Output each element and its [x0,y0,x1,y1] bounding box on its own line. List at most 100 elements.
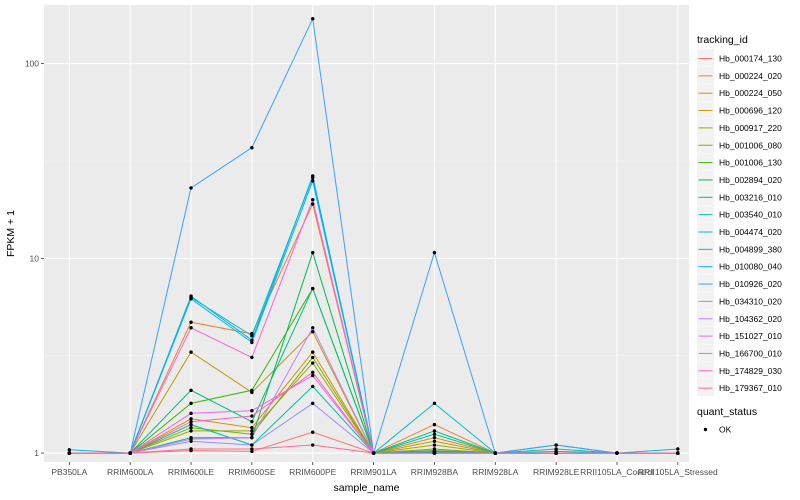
data-point [676,451,680,455]
data-point [432,250,437,255]
data-point [67,448,72,452]
legend-key [697,326,714,344]
legend-title: tracking_id [697,34,748,46]
legend-key [697,378,714,396]
data-point [189,320,193,324]
data-point [189,186,193,190]
data-point [432,443,437,447]
x-tick-label: RRII105LA_Control [580,467,654,477]
data-points [67,17,680,455]
data-point [189,417,193,421]
legend: tracking_id Hb_000174_130 Hb_000224_020 Hb… [697,34,782,438]
legend-key [697,344,714,362]
data-point [250,443,254,447]
x-tick-label: RRIM928LA [472,467,519,477]
y-axis-title: FPKM + 1 [5,210,17,257]
data-point [311,355,315,360]
data-point [311,250,315,255]
legend-label: Hb_000174_130 [719,54,782,64]
data-point [311,430,315,434]
legend-label: Hb_104362_020 [719,314,782,324]
y-tick-label: 1 [34,448,39,458]
legend-label: Hb_034310_020 [719,296,782,306]
data-point [432,432,437,436]
legend-key [697,309,714,327]
legend-label: Hb_151027_010 [719,331,782,341]
y-tick-label: 100 [25,59,39,69]
legend-key [697,101,714,119]
data-point [311,443,315,447]
legend-key [697,84,714,102]
data-point [676,447,680,451]
legend-key [697,361,714,379]
legend-key [697,240,714,258]
data-point [432,451,437,455]
data-point [554,443,558,447]
legend-label: Hb_179367_010 [719,383,782,393]
legend-label: Hb_001006_080 [719,140,782,150]
data-point [371,451,376,455]
legend-key [697,205,714,223]
x-tick-label: RRII105LA_Stressed [638,467,718,477]
data-point [189,411,193,416]
data-point [250,414,254,418]
legend-items: Hb_000174_130 Hb_000224_020 Hb_000224_050 H… [697,49,782,396]
data-point [189,426,193,430]
data-point [311,174,315,178]
data-point [250,419,254,424]
x-tick-label: RRIM928LE [533,467,580,477]
data-point [432,401,437,406]
x-axis-title: sample_name [334,482,400,494]
legend-key [697,188,714,206]
legend-label: Hb_003540_010 [719,210,782,220]
data-point [189,326,193,330]
legend-label: Hb_166700_010 [719,348,782,358]
data-point [311,202,315,206]
data-point [311,179,315,183]
data-point [67,451,72,455]
data-point [250,429,254,433]
data-point [432,439,437,443]
data-point [250,447,254,451]
data-point [311,401,315,406]
legend-label: Hb_010080_040 [719,262,782,272]
x-tick-label: RRIM600PE [289,467,337,477]
x-tick-label: RRIM901LA [350,467,397,477]
data-point [189,437,193,441]
data-point [250,449,254,454]
legend-key [697,274,714,292]
data-point [493,451,497,455]
data-point [250,146,254,150]
legend-key [697,136,714,154]
legend-key [697,257,714,275]
y-tick-label: 10 [30,253,40,263]
data-point [250,426,254,430]
data-point [189,429,193,433]
data-point [311,330,315,334]
x-tick-label: PB350LA [51,467,87,477]
data-point [554,447,558,451]
data-point [311,370,315,374]
data-point [189,297,193,301]
data-point [189,294,193,298]
data-point [311,198,315,202]
data-point [432,422,437,427]
legend-label: Hb_002894_020 [719,175,782,185]
legend-key [697,222,714,240]
legend-label: Hb_001006_130 [719,158,782,168]
data-point [311,326,315,330]
data-point [311,350,315,354]
shape-legend-items: OK [697,420,732,438]
legend-label: Hb_000224_020 [719,71,782,81]
data-point [311,286,315,291]
data-point [128,451,132,455]
axes: 1 10 100 PB350LA RRIM600LA RRIM600LE RRIM600SE… [25,59,718,477]
data-point [250,355,254,360]
data-point [432,435,437,440]
data-point [432,429,437,433]
data-point [250,338,254,342]
legend-key [697,118,714,136]
data-point [250,334,254,338]
legend-label: Hb_000696_120 [719,106,782,116]
